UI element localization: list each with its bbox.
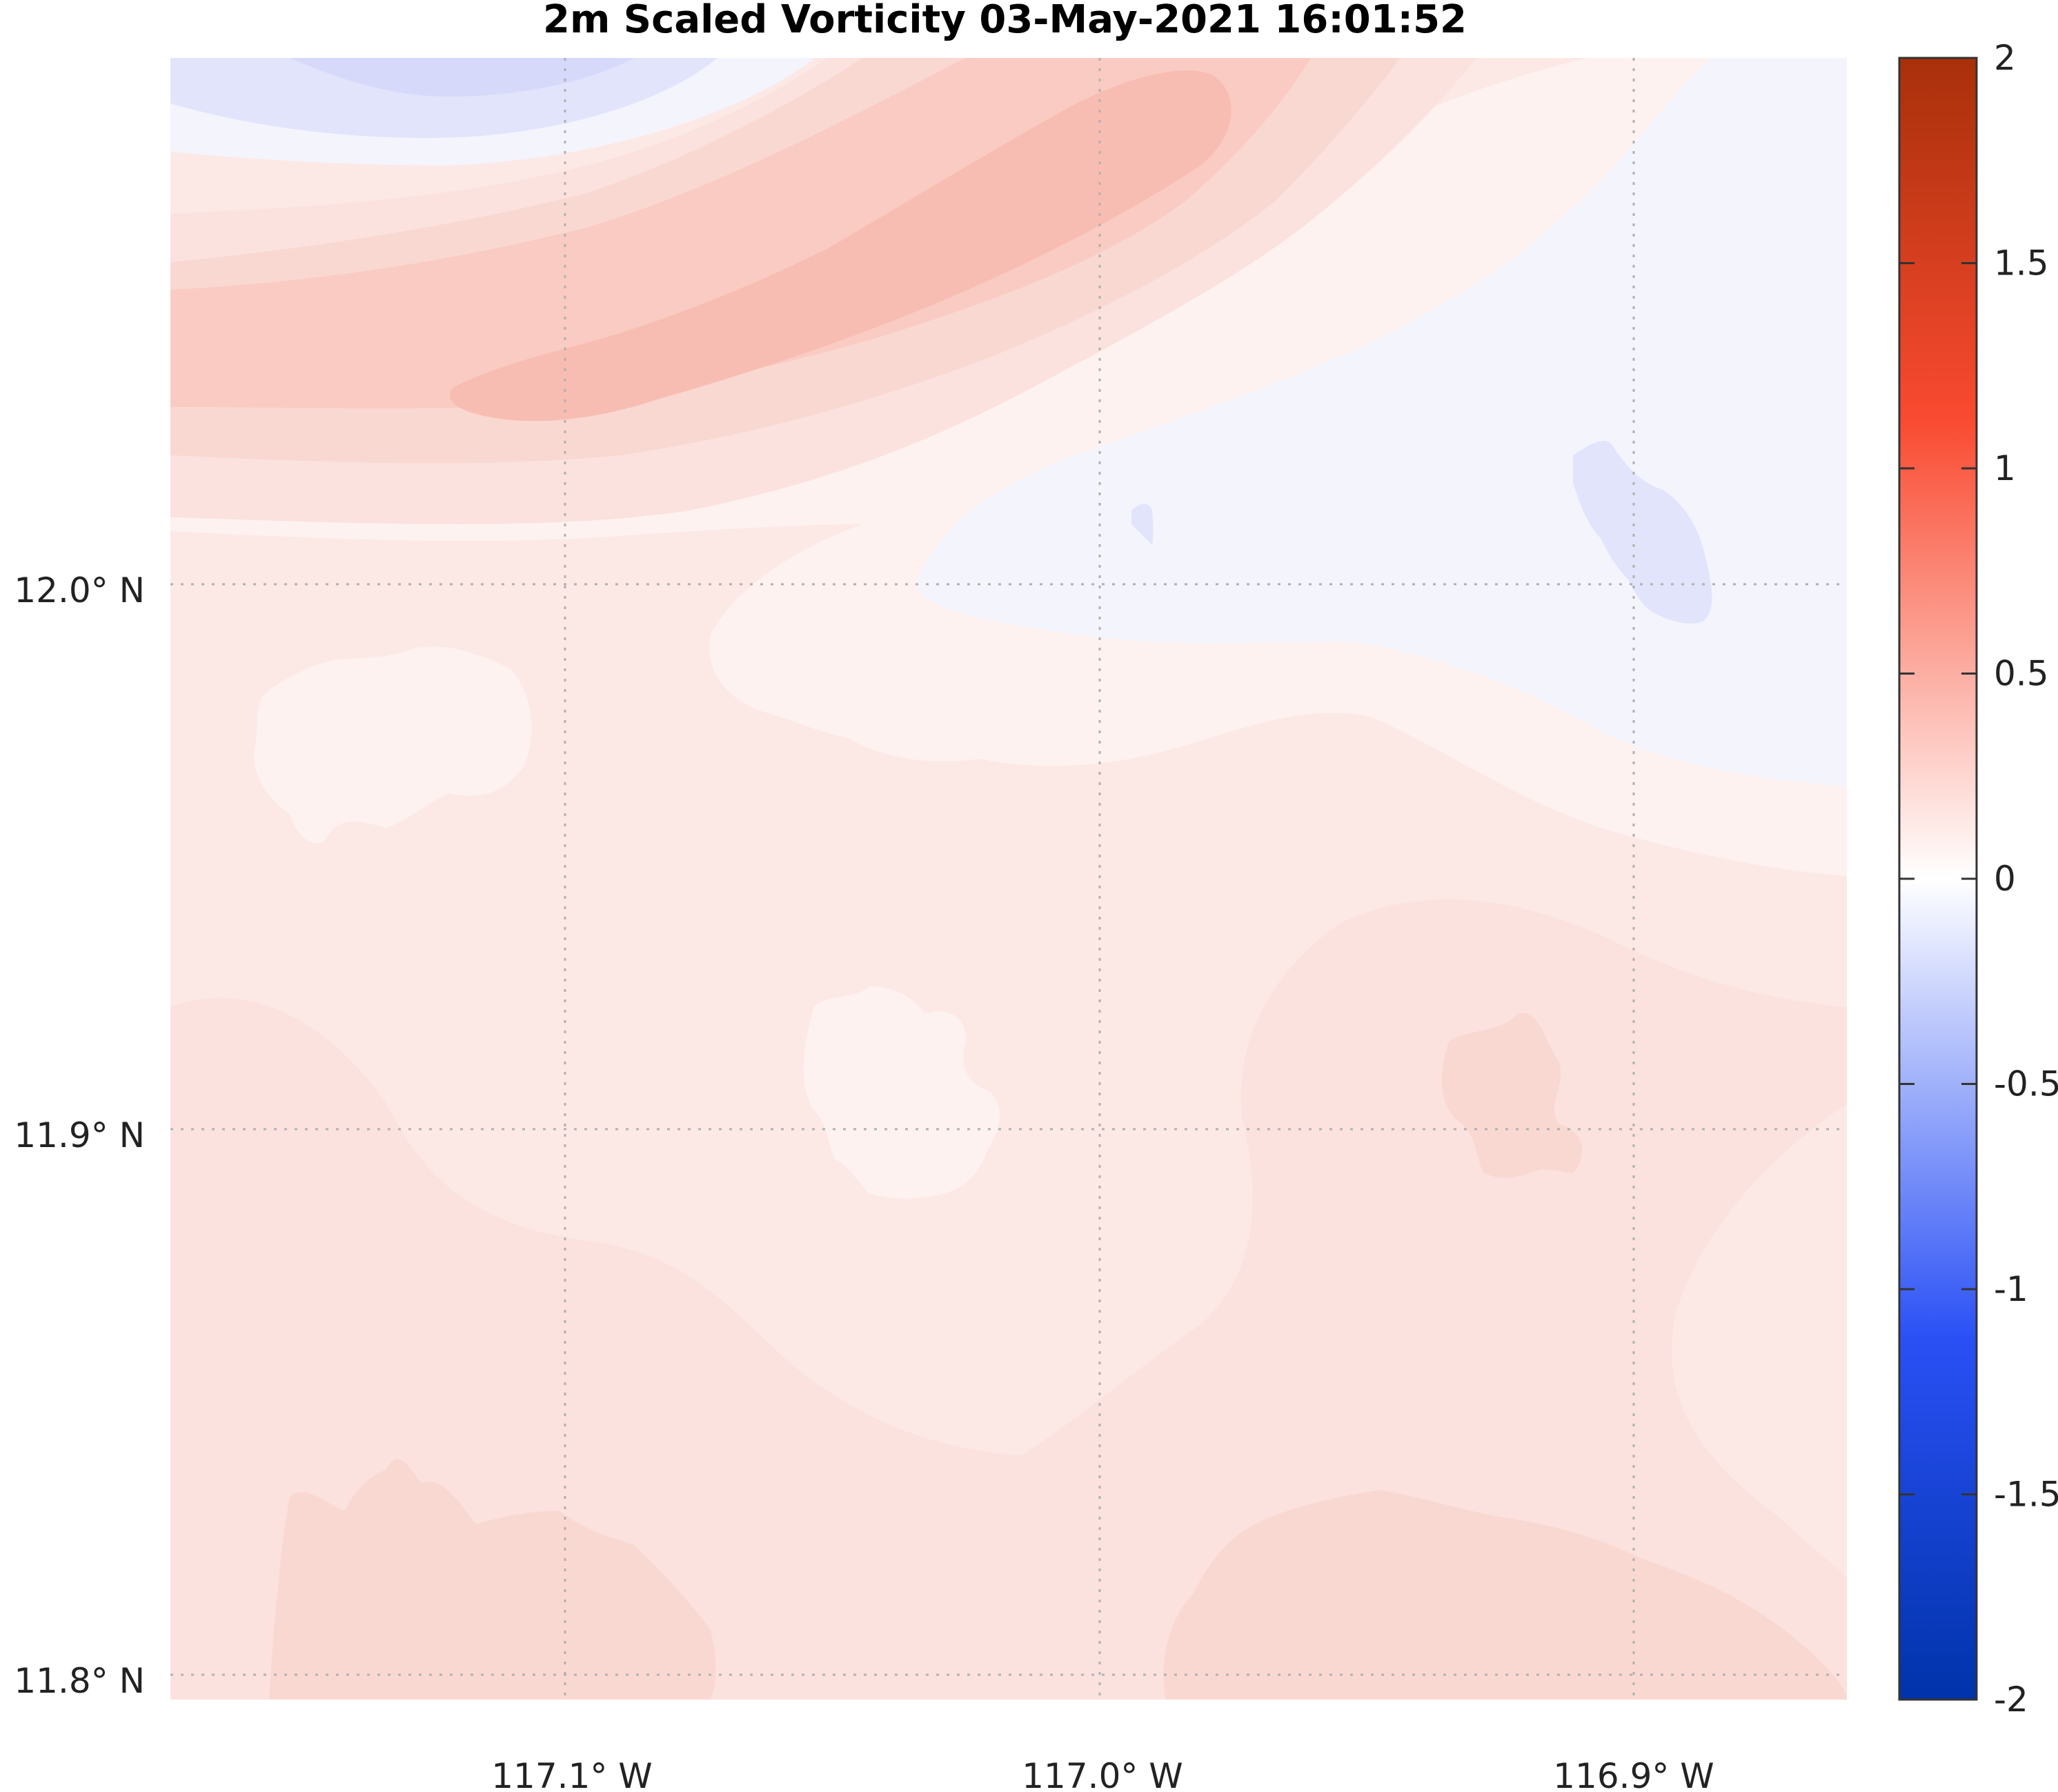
lat-label-12-0: 12.0° N	[14, 570, 145, 610]
contour-neg-right-top	[1739, 58, 1847, 334]
colorbar-tick-label: -1	[1994, 1269, 2028, 1309]
contour-neg-right	[917, 58, 1847, 786]
contour-blob-bottom-left	[269, 1459, 716, 1700]
colorbar-tick-label: 2	[1994, 38, 2016, 78]
colorbar-ticks	[1899, 57, 1977, 1701]
chart-title: 2m Scaled Vorticity 03-May-2021 16:01:52	[542, 0, 1467, 42]
contour-upper-light	[170, 58, 1847, 876]
contour-blob-bottom-right	[1163, 1490, 1847, 1700]
contour-bottom-left	[170, 899, 1847, 1700]
contour-neg-strong-top	[290, 58, 635, 97]
lon-label-117-0: 117.0° W	[1022, 1756, 1183, 1792]
colorbar: 2 1.5 1 0.5 0 -0.5 -1 -1.5 -2	[1898, 38, 2058, 1720]
lon-label-117-1: 117.1° W	[491, 1756, 652, 1792]
colorbar-tick-label: 1	[1994, 448, 2016, 488]
lon-label-116-9: 116.9° W	[1553, 1756, 1714, 1792]
lat-label-11-9: 11.9° N	[14, 1115, 145, 1155]
contour-patch-center	[804, 986, 1000, 1199]
contour-band-4	[450, 70, 1231, 421]
vorticity-map	[170, 58, 1847, 1700]
contour-neg-small	[1131, 504, 1154, 545]
colorbar-tick-label: 0	[1994, 859, 2016, 899]
colorbar-tick-label: -1.5	[1994, 1475, 2058, 1515]
colorbar-tick-label: 1.5	[1994, 243, 2049, 283]
contour-small-patch	[1441, 1013, 1583, 1178]
map-gridlines	[170, 58, 1847, 1700]
colorbar-tick-label: -0.5	[1994, 1064, 2058, 1104]
lat-label-11-8: 11.8° N	[14, 1661, 145, 1701]
contour-neg-blob	[1573, 441, 1712, 624]
colorbar-tick-label: -2	[1994, 1680, 2028, 1720]
contour-patch-left	[254, 646, 532, 844]
colorbar-tick-label: 0.5	[1994, 654, 2049, 694]
